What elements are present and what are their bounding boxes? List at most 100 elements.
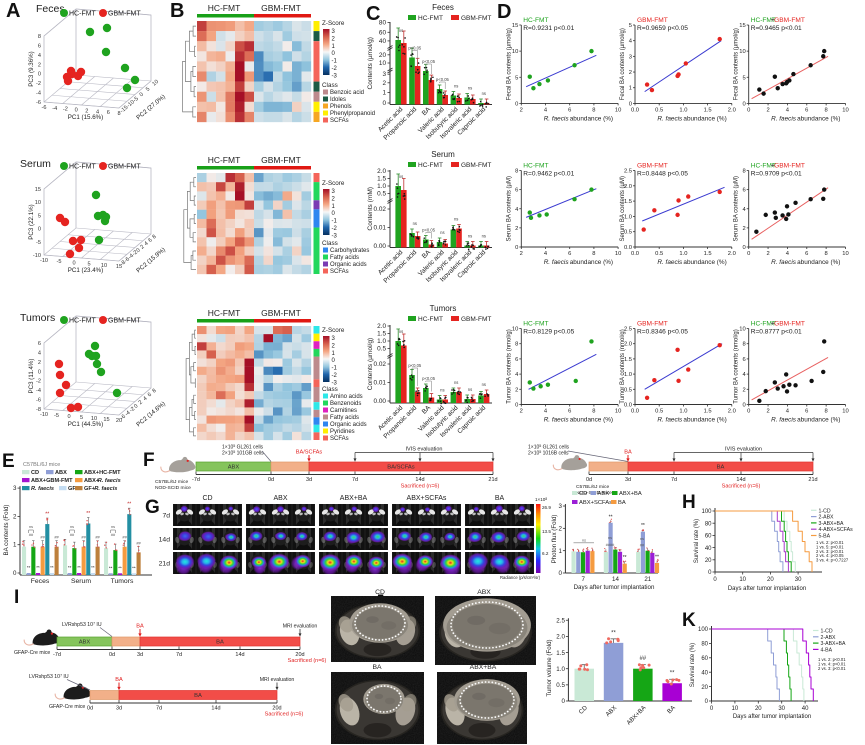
svg-text:2×105 1016B cells: 2×105 1016B cells bbox=[528, 450, 569, 457]
svg-text:3: 3 bbox=[13, 485, 17, 492]
svg-text:-1: -1 bbox=[332, 219, 338, 225]
svg-text:-3: -3 bbox=[332, 73, 338, 79]
svg-text:1.5: 1.5 bbox=[377, 331, 386, 338]
svg-text:4: 4 bbox=[742, 372, 746, 378]
svg-text:R=0.8129 p<0.05: R=0.8129 p<0.05 bbox=[523, 329, 574, 336]
svg-text:SCFAs: SCFAs bbox=[330, 269, 349, 275]
svg-text:2: 2 bbox=[13, 513, 17, 520]
svg-text:BA: BA bbox=[216, 640, 224, 646]
svg-text:6: 6 bbox=[515, 188, 518, 194]
svg-text:**: ** bbox=[77, 565, 81, 570]
svg-text:BA/SCFAs: BA/SCFAs bbox=[387, 465, 414, 471]
svg-text:8: 8 bbox=[592, 409, 595, 415]
svg-text:HC-FMT: HC-FMT bbox=[418, 316, 443, 323]
svg-text:2 vs. 3: p<0.01: 2 vs. 3: p<0.01 bbox=[818, 666, 846, 671]
svg-text:HC-FMT: HC-FMT bbox=[69, 318, 97, 325]
svg-text:p<0.05: p<0.05 bbox=[408, 363, 422, 368]
svg-text:R=0.9709 p<0.01: R=0.9709 p<0.01 bbox=[751, 171, 802, 178]
svg-text:20: 20 bbox=[379, 52, 387, 59]
svg-text:ABX: ABX bbox=[228, 465, 240, 471]
svg-text:1: 1 bbox=[332, 204, 336, 210]
svg-text:4: 4 bbox=[544, 251, 548, 257]
svg-text:-4: -4 bbox=[36, 388, 41, 394]
svg-text:PC3 (9.36%): PC3 (9.36%) bbox=[28, 51, 35, 86]
svg-text:ns: ns bbox=[468, 86, 472, 91]
svg-text:0: 0 bbox=[747, 251, 750, 257]
svg-text:40: 40 bbox=[379, 38, 387, 45]
svg-text:-5: -5 bbox=[36, 240, 41, 246]
svg-text:HC-FMT: HC-FMT bbox=[69, 11, 97, 18]
svg-text:GBM-FMT: GBM-FMT bbox=[261, 155, 301, 165]
svg-text:CD: CD bbox=[578, 704, 590, 716]
svg-text:+: + bbox=[771, 321, 775, 328]
svg-text:5: 5 bbox=[80, 415, 83, 421]
svg-text:10: 10 bbox=[615, 107, 621, 113]
svg-text:ABX+SCFAs: ABX+SCFAs bbox=[407, 495, 447, 502]
svg-text:BA contents (Fold): BA contents (Fold) bbox=[3, 505, 10, 556]
svg-text:R. faecis: R. faecis bbox=[657, 115, 683, 122]
svg-text:30: 30 bbox=[778, 706, 785, 712]
svg-text:B: B bbox=[170, 0, 184, 22]
svg-text:3-ABX+BA: 3-ABX+BA bbox=[821, 641, 846, 647]
svg-text:6: 6 bbox=[568, 107, 571, 113]
svg-text:R=0.8777 p<0.01: R=0.8777 p<0.01 bbox=[751, 329, 802, 336]
svg-text:-8: -8 bbox=[119, 260, 127, 268]
svg-text:2.0: 2.0 bbox=[556, 634, 565, 641]
svg-text:**: ** bbox=[68, 565, 72, 570]
svg-text:2 vs. 3: p<0.01: 2 vs. 3: p<0.01 bbox=[816, 549, 844, 554]
svg-text:0: 0 bbox=[139, 92, 145, 99]
svg-text:ABX: ABX bbox=[598, 491, 610, 497]
svg-text:0.00: 0.00 bbox=[374, 243, 387, 250]
svg-text:R. faecis: R. faecis bbox=[771, 259, 797, 266]
svg-text:Tumor BA contents (nmol/g): Tumor BA contents (nmol/g) bbox=[734, 329, 740, 403]
svg-text:##: ## bbox=[122, 535, 127, 540]
svg-text:BA: BA bbox=[136, 624, 144, 630]
svg-text:20: 20 bbox=[701, 685, 708, 691]
svg-text:5: 5 bbox=[87, 262, 90, 268]
svg-text:5: 5 bbox=[742, 75, 745, 81]
svg-text:abundance (%): abundance (%) bbox=[797, 417, 840, 424]
svg-text:0.5: 0.5 bbox=[655, 409, 663, 415]
svg-text:4: 4 bbox=[544, 107, 548, 113]
svg-text:R=0.8346 p<0.05: R=0.8346 p<0.05 bbox=[637, 329, 688, 336]
svg-text:LVRshp53 107 IU: LVRshp53 107 IU bbox=[62, 622, 102, 629]
svg-text:##: ## bbox=[40, 535, 45, 540]
svg-text:GBM-FMT: GBM-FMT bbox=[108, 164, 141, 171]
svg-text:2: 2 bbox=[139, 244, 145, 251]
svg-text:**: ** bbox=[45, 512, 49, 518]
svg-text:Serum BA contents (µM): Serum BA contents (µM) bbox=[506, 176, 512, 241]
svg-text:R=0.9659 p<0.05: R=0.9659 p<0.05 bbox=[637, 25, 688, 32]
svg-text:10: 10 bbox=[615, 251, 621, 257]
svg-text:Survival rate (%): Survival rate (%) bbox=[694, 519, 700, 563]
svg-text:40: 40 bbox=[701, 670, 708, 676]
svg-text:##: ## bbox=[70, 533, 75, 537]
svg-text:0: 0 bbox=[382, 100, 386, 107]
svg-text:0.02: 0.02 bbox=[374, 206, 387, 213]
svg-text:ns: ns bbox=[399, 329, 403, 334]
svg-text:20d: 20d bbox=[295, 652, 304, 658]
svg-text:1: 1 bbox=[13, 542, 17, 549]
svg-text:0: 0 bbox=[515, 245, 518, 251]
svg-text:2: 2 bbox=[520, 107, 523, 113]
svg-text:10: 10 bbox=[151, 79, 160, 88]
svg-text:6: 6 bbox=[742, 188, 745, 194]
svg-text:2: 2 bbox=[332, 196, 336, 202]
svg-text:2: 2 bbox=[766, 409, 769, 415]
svg-text:Fecal BA contents (µmol/g): Fecal BA contents (µmol/g) bbox=[620, 28, 626, 100]
svg-text:4: 4 bbox=[786, 107, 790, 113]
svg-text:ns: ns bbox=[413, 221, 417, 226]
svg-text:R. faecis: R. faecis bbox=[544, 115, 570, 122]
svg-text:ns: ns bbox=[29, 525, 33, 529]
svg-text:-3: -3 bbox=[332, 380, 338, 386]
svg-text:4-ABX+SCFAs: 4-ABX+SCFAs bbox=[819, 527, 854, 533]
svg-text:**: ** bbox=[132, 565, 136, 570]
svg-text:-3: -3 bbox=[332, 233, 338, 239]
svg-text:0.0: 0.0 bbox=[631, 251, 639, 257]
svg-text:-7d: -7d bbox=[53, 652, 61, 658]
svg-text:10: 10 bbox=[739, 577, 746, 583]
svg-text:0: 0 bbox=[713, 577, 717, 583]
svg-text:Radiance (p/s/cm²/sr): Radiance (p/s/cm²/sr) bbox=[500, 575, 541, 580]
svg-text:2: 2 bbox=[38, 62, 41, 68]
svg-text:10: 10 bbox=[842, 251, 848, 257]
svg-text:-10: -10 bbox=[33, 253, 41, 259]
